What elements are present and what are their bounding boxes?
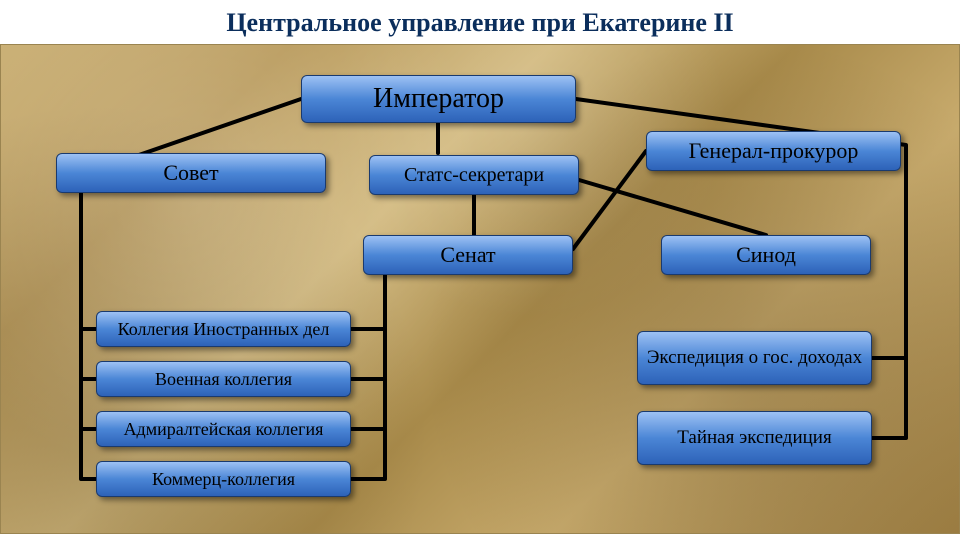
edge	[351, 275, 385, 479]
node-label: Экспедиция о гос. доходах	[647, 347, 862, 369]
node-kol_komm: Коммерц-коллегия	[96, 461, 351, 497]
node-sovet: Совет	[56, 153, 326, 193]
node-sinod: Синод	[661, 235, 871, 275]
edge	[573, 151, 646, 249]
node-exped_doh: Экспедиция о гос. доходах	[637, 331, 872, 385]
node-label: Статс-секретари	[404, 164, 544, 187]
node-label: Генерал-прокурор	[689, 138, 859, 163]
node-kol_voen: Военная коллегия	[96, 361, 351, 397]
node-kol_admir: Адмиралтейская коллегия	[96, 411, 351, 447]
node-label: Император	[373, 83, 504, 115]
node-label: Синод	[736, 242, 796, 267]
page-title: Центральное управление при Екатерине II	[0, 0, 960, 44]
node-label: Адмиралтейская коллегия	[124, 419, 324, 440]
node-senat: Сенат	[363, 235, 573, 275]
node-emperor: Император	[301, 75, 576, 123]
node-kol_inostr: Коллегия Иностранных дел	[96, 311, 351, 347]
node-label: Коммерц-коллегия	[152, 469, 295, 490]
node-label: Сенат	[440, 242, 495, 267]
node-label: Совет	[163, 160, 218, 185]
node-label: Военная коллегия	[155, 369, 292, 390]
diagram-canvas: Император Совет Статс-секретари Генерал-про…	[0, 44, 960, 534]
edge	[579, 180, 766, 235]
node-label: Тайная экспедиция	[677, 427, 831, 449]
node-stats: Статс-секретари	[369, 155, 579, 195]
node-genprok: Генерал-прокурор	[646, 131, 901, 171]
node-label: Коллегия Иностранных дел	[118, 319, 330, 340]
node-exped_tain: Тайная экспедиция	[637, 411, 872, 465]
